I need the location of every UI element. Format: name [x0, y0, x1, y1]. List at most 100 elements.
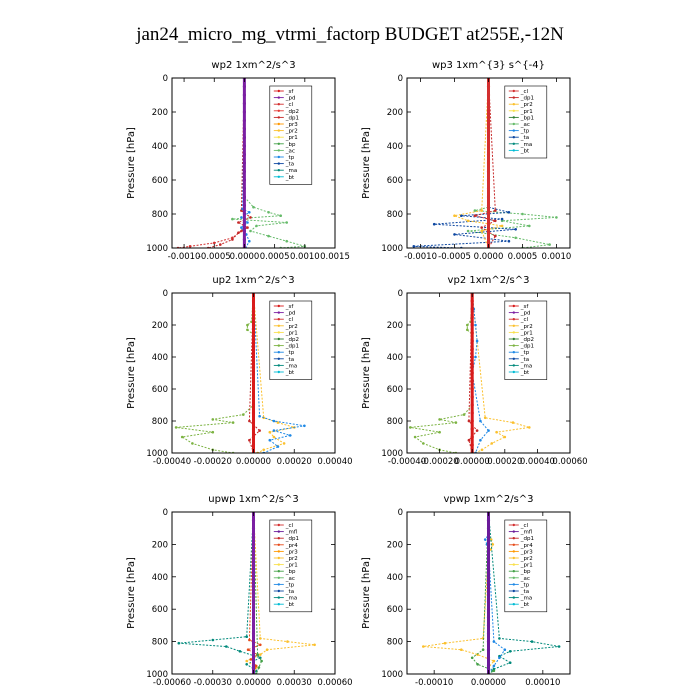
data-point — [258, 429, 261, 432]
data-point — [242, 93, 246, 97]
data-point — [470, 339, 474, 343]
data-point — [251, 631, 256, 636]
data-point — [486, 127, 491, 131]
data-point — [470, 347, 474, 351]
legend-entry: _ma — [520, 596, 532, 602]
legend-entry: _pd — [285, 311, 296, 317]
data-point — [486, 575, 491, 579]
legend-entry: _pr1 — [520, 563, 533, 569]
legend-entry: _mfl — [520, 530, 533, 536]
data-point — [251, 607, 256, 611]
legend-entry: _ma — [520, 363, 532, 369]
data-point — [251, 599, 256, 603]
legend-entry: _cl — [520, 89, 529, 95]
data-point — [242, 186, 246, 191]
data-point — [245, 663, 248, 666]
data-point — [492, 640, 496, 643]
series-group — [177, 512, 316, 674]
y-tick-label: 600 — [387, 385, 403, 395]
data-point — [242, 84, 246, 89]
y-tick-label: 800 — [387, 210, 403, 220]
data-point — [262, 448, 266, 452]
legend-entry: _pr4 — [520, 543, 534, 549]
data-point — [462, 413, 466, 416]
data-point — [486, 161, 491, 165]
data-point — [248, 438, 251, 442]
legend-entry: _pr2 — [285, 324, 298, 330]
data-point — [500, 217, 504, 221]
legend: _cl_dp1_pr2_pr1_bp1_ac_tp_ta_ma_bt — [504, 85, 548, 159]
data-point — [257, 666, 261, 669]
legend-entry: _dp1 — [285, 536, 299, 542]
data-point — [251, 315, 256, 319]
panel-1: wp2 1xm^2/s^3 Pressure [hPa] 0 200 400 600 800… — [126, 60, 350, 262]
y-tick-label: 200 — [387, 108, 403, 118]
legend-entry: _tp — [520, 582, 530, 588]
x-tick-label: 0.00020 — [487, 457, 522, 467]
legend-entry: _pr2 — [520, 102, 533, 108]
y-tick-label: 400 — [152, 353, 168, 363]
data-point — [453, 214, 456, 217]
legend-entry: _pr1 — [285, 330, 298, 336]
y-axis-label: Pressure [hPa] — [126, 557, 137, 629]
data-point — [242, 161, 246, 165]
data-point — [486, 220, 491, 225]
y-tick-label: 800 — [152, 210, 168, 220]
data-point — [219, 243, 222, 246]
panel-2: wp3 1xm^{3} s^{-4} Pressure [hPa] 0 200 400 6… — [361, 60, 571, 262]
data-point — [237, 221, 240, 224]
legend-entry: _bp1 — [520, 115, 534, 121]
data-point — [470, 395, 474, 399]
data-point — [486, 93, 491, 97]
data-point — [242, 178, 246, 182]
data-point — [272, 419, 276, 423]
data-point — [486, 550, 491, 555]
legend-entry: _bp — [285, 569, 296, 575]
legend-entry: _tp — [285, 350, 295, 356]
data-point — [260, 659, 263, 663]
data-point — [251, 664, 256, 668]
data-point — [486, 229, 491, 233]
data-point — [251, 534, 256, 538]
legend-entry: _ta — [520, 135, 529, 141]
data-point — [490, 442, 494, 445]
data-point — [242, 195, 246, 199]
x-tick-label: 0.00030 — [277, 678, 312, 688]
series-line-cl — [177, 78, 245, 248]
data-point — [248, 638, 251, 642]
series-line-ac — [468, 78, 557, 248]
legend-entry: _cl — [285, 317, 294, 323]
legend: _cl_mfl_dp1_pr4_pr3_pr2_pr1_bp_ac_tp_ta_… — [504, 519, 548, 613]
data-point — [251, 427, 256, 431]
data-point — [466, 328, 469, 332]
data-point — [480, 209, 484, 212]
legend-entry: _pd — [520, 311, 531, 317]
y-tick-label: 200 — [387, 321, 403, 331]
data-point — [288, 434, 292, 437]
data-point — [251, 331, 256, 335]
data-point — [486, 178, 491, 182]
legend: _sf_pd_cl_pr2_pr1_dp2_dp1_tp_ta_ma_bt — [269, 300, 313, 380]
y-tick-label: 400 — [152, 142, 168, 152]
y-tick-label: 600 — [387, 605, 403, 615]
data-point — [242, 118, 246, 123]
data-point — [508, 650, 512, 653]
data-point — [231, 238, 234, 241]
data-point — [486, 542, 491, 547]
series-group — [409, 293, 531, 453]
y-tick-label: 800 — [152, 638, 168, 648]
legend: _cl_mfl_dp1_pr4_pr3_pr2_pr1_bp_ac_tp_ta_… — [269, 519, 313, 613]
legend-entry: _ta — [520, 589, 529, 595]
data-point — [248, 419, 251, 423]
data-point — [251, 575, 256, 579]
data-point — [211, 418, 215, 421]
data-point — [474, 355, 477, 359]
y-tick-label: 600 — [387, 176, 403, 186]
legend-entry: _ac — [520, 122, 530, 128]
legend-entry: _dp1 — [520, 536, 534, 542]
legend-entry: _pr4 — [285, 543, 299, 549]
data-point — [486, 559, 491, 563]
data-point — [251, 435, 256, 439]
series-line-bp — [471, 512, 496, 674]
data-point — [268, 438, 272, 442]
